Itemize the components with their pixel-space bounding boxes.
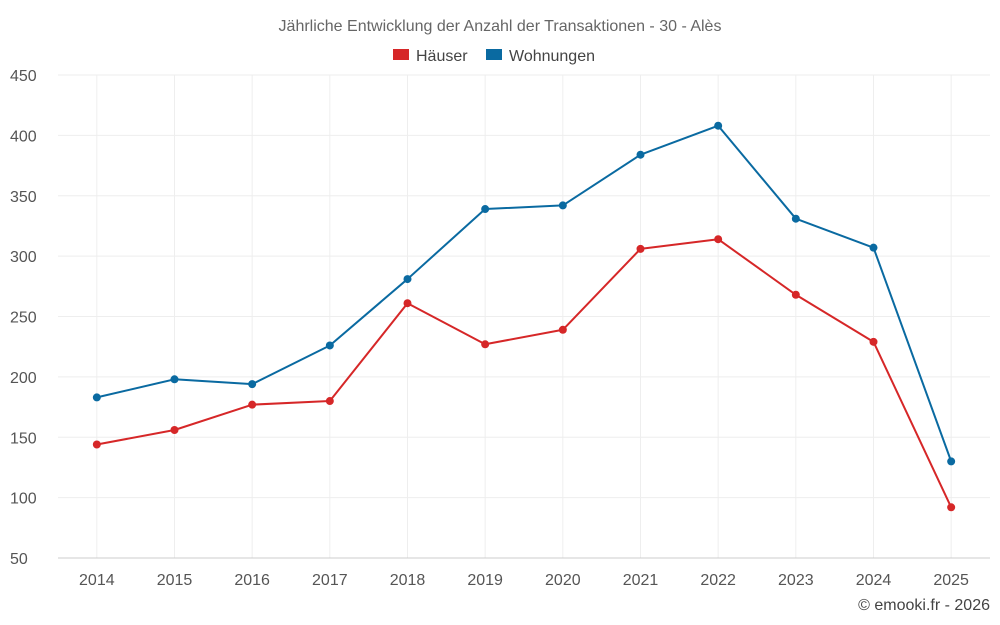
data-point-wohnungen-2021[interactable] [636, 150, 645, 159]
data-point-wohnungen-2025[interactable] [947, 457, 956, 466]
legend-swatch-wohnungen [486, 49, 502, 60]
axes: 50 100 150 200 250 300 350 400 450 2014 2015 2016 20… [10, 68, 990, 589]
chart-title: Jährliche Entwicklung der Anzahl der Tra… [279, 18, 722, 35]
y-tick-label: 350 [10, 189, 37, 206]
data-point-wohnungen-2020[interactable] [558, 201, 567, 210]
legend-swatch-hauser [393, 49, 409, 60]
legend: Häuser Wohnungen [393, 48, 595, 65]
x-tick-label: 2025 [933, 572, 969, 589]
x-tick-label: 2018 [390, 572, 426, 589]
data-point-hauser-2017[interactable] [325, 397, 334, 406]
data-point-wohnungen-2017[interactable] [325, 341, 334, 350]
series-line-hauser [96, 238, 953, 508]
data-point-hauser-2022[interactable] [714, 235, 723, 244]
data-point-hauser-2018[interactable] [403, 299, 412, 308]
y-tick-label: 100 [10, 491, 37, 508]
y-tick-label: 400 [10, 128, 37, 145]
x-tick-label: 2023 [778, 572, 814, 589]
y-tick-label: 50 [10, 551, 28, 568]
credit-text: © emooki.fr - 2026 [858, 597, 990, 614]
y-tick-label: 150 [10, 430, 37, 447]
x-tick-label: 2021 [623, 572, 659, 589]
data-point-wohnungen-2023[interactable] [791, 214, 800, 223]
data-point-hauser-2016[interactable] [248, 400, 257, 409]
series [92, 121, 956, 512]
data-point-hauser-2025[interactable] [947, 503, 956, 512]
data-point-wohnungen-2018[interactable] [403, 275, 412, 284]
data-point-hauser-2014[interactable] [92, 440, 101, 449]
data-point-hauser-2024[interactable] [869, 337, 878, 346]
x-tick-label: 2014 [79, 572, 115, 589]
data-point-wohnungen-2016[interactable] [248, 380, 257, 389]
series-line-wohnungen [96, 124, 953, 462]
data-point-wohnungen-2014[interactable] [92, 393, 101, 402]
data-point-hauser-2023[interactable] [791, 290, 800, 299]
data-point-wohnungen-2022[interactable] [714, 121, 723, 130]
y-tick-label: 300 [10, 249, 37, 266]
x-tick-label: 2015 [157, 572, 193, 589]
data-point-hauser-2020[interactable] [558, 325, 567, 334]
y-tick-label: 200 [10, 370, 37, 387]
data-point-wohnungen-2024[interactable] [869, 243, 878, 252]
x-tick-label: 2016 [234, 572, 270, 589]
legend-label-hauser[interactable]: Häuser [416, 48, 468, 65]
data-point-wohnungen-2019[interactable] [481, 205, 490, 214]
y-tick-label: 250 [10, 310, 37, 327]
x-tick-label: 2017 [312, 572, 348, 589]
data-point-hauser-2021[interactable] [636, 244, 645, 253]
x-tick-label: 2020 [545, 572, 581, 589]
y-tick-label: 450 [10, 68, 37, 85]
data-point-hauser-2019[interactable] [481, 340, 490, 349]
x-tick-label: 2022 [700, 572, 736, 589]
grid [58, 74, 990, 558]
x-tick-label: 2019 [467, 572, 503, 589]
x-tick-label: 2024 [856, 572, 892, 589]
data-point-hauser-2015[interactable] [170, 426, 179, 435]
data-point-wohnungen-2015[interactable] [170, 375, 179, 384]
legend-label-wohnungen[interactable]: Wohnungen [509, 48, 595, 65]
